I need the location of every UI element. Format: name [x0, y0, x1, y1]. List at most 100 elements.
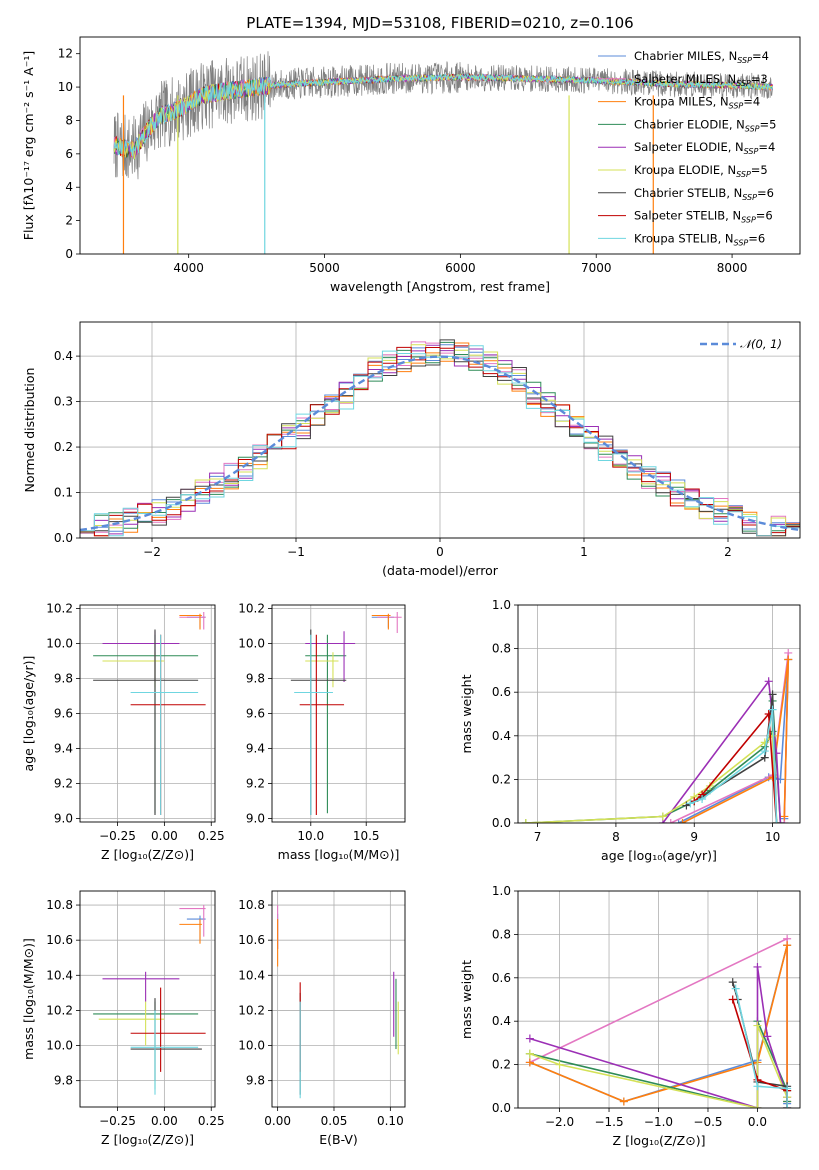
- y-tick-label: 10.0: [46, 637, 73, 651]
- x-tick-label: 9: [690, 830, 698, 844]
- y-tick-label: 0.0: [492, 1101, 511, 1115]
- legend-subscript: SSP: [737, 56, 752, 65]
- weight-marker: [555, 1060, 564, 1069]
- y-tick-label: 4: [65, 180, 73, 194]
- legend-label: Kroupa MILES, N: [634, 95, 729, 109]
- x-tick-label: −2.0: [545, 1115, 574, 1129]
- weight-marker: [678, 819, 687, 823]
- x-axis-label: age [log₁₀(age/yr)]: [601, 848, 717, 863]
- y-tick-label: 9.6: [246, 707, 265, 721]
- y-tick-label: 10: [58, 80, 73, 94]
- legend-value: =5: [751, 163, 768, 177]
- y-tick-label: 9.6: [54, 707, 73, 721]
- y-axis-label: Flux [fλ10⁻¹⁷ erg cm⁻² s⁻¹ A⁻¹]: [21, 51, 36, 240]
- weight-marker: [686, 799, 695, 808]
- x-tick-label: 0.10: [377, 1114, 404, 1128]
- legend-subscript: SSP: [742, 193, 757, 202]
- y-axis-label: mass [log₁₀(M/M⊙)]: [21, 938, 36, 1060]
- x-tick-label: 1: [580, 545, 588, 559]
- x-tick-label: 0: [436, 545, 444, 559]
- x-axis-label: Z [log₁₀(Z/Z⊙)]: [613, 1133, 706, 1148]
- y-tick-label: 0.4: [492, 1014, 511, 1028]
- legend-subscript: SSP: [736, 170, 751, 179]
- model-spectrum-line: [113, 73, 774, 160]
- y-tick-label: 9.2: [54, 777, 73, 791]
- legend-value: =6: [748, 231, 765, 245]
- x-tick-label: 7000: [581, 261, 612, 275]
- x-axis-label: (data-model)/error: [382, 563, 499, 578]
- y-tick-label: 0.4: [492, 729, 511, 743]
- legend-label: Chabrier ELODIE, N: [634, 117, 745, 131]
- axes-frame: [79, 604, 216, 823]
- axes-frame: [517, 604, 801, 824]
- legend-entry: Chabrier ELODIE, NSSP=5: [634, 117, 776, 133]
- figure-title: PLATE=1394, MJD=53108, FIBERID=0210, z=0…: [246, 14, 633, 32]
- weight-marker: [525, 1034, 534, 1043]
- legend-subscript: SSP: [745, 124, 760, 133]
- observed-spectrum-line: [113, 51, 773, 180]
- legend-label: Salpeter STELIB, N: [634, 209, 741, 223]
- legend-value: =5: [760, 117, 777, 131]
- legend-entry: Chabrier STELIB, NSSP=6: [634, 186, 774, 202]
- x-tick-label: 8000: [717, 261, 748, 275]
- weight-marker: [764, 677, 773, 686]
- y-tick-label: 9.4: [54, 742, 73, 756]
- legend-subscript: SSP: [741, 216, 756, 225]
- y-tick-label: 10.6: [46, 933, 73, 947]
- weight-marker: [783, 941, 792, 950]
- x-tick-label: 0.25: [198, 1114, 225, 1128]
- legend-subscript: SSP: [736, 79, 751, 88]
- y-tick-label: 0.6: [492, 971, 511, 985]
- y-tick-label: 10.4: [238, 968, 265, 982]
- y-tick-label: 10.4: [46, 968, 73, 982]
- y-tick-label: 9.8: [246, 672, 265, 686]
- y-tick-label: 9.0: [246, 812, 265, 826]
- legend-value: =4: [752, 49, 769, 63]
- weight-marker: [763, 1032, 772, 1041]
- x-tick-label: 2: [724, 545, 732, 559]
- y-tick-label: 10.2: [238, 602, 265, 616]
- y-tick-label: 0: [65, 247, 73, 261]
- x-tick-label: 0.00: [264, 1114, 291, 1128]
- legend-subscript: SSP: [729, 102, 744, 111]
- y-axis-label: age [log₁₀(age/yr)]: [21, 656, 36, 772]
- weight-marker: [753, 1082, 762, 1091]
- axes-frame: [517, 890, 801, 1109]
- y-tick-label: 1.0: [492, 884, 511, 898]
- y-tick-label: 10.8: [238, 898, 265, 912]
- y-tick-label: 10.0: [238, 1039, 265, 1053]
- weight-marker: [666, 819, 675, 823]
- plot-area-weight-Z: [525, 934, 792, 1108]
- legend-label: Kroupa STELIB, N: [634, 231, 734, 245]
- y-tick-label: 9.8: [246, 1074, 265, 1088]
- y-tick-label: 0.4: [54, 349, 73, 363]
- x-axis-label: Z [log₁₀(Z/Z⊙)]: [101, 1132, 194, 1147]
- axes-frame: [79, 321, 801, 539]
- legend-entry: Kroupa ELODIE, NSSP=5: [634, 163, 768, 179]
- x-tick-label: 4000: [173, 261, 204, 275]
- plot-area-mass-EBV: [277, 905, 399, 1099]
- x-tick-label: 10.0: [297, 829, 324, 843]
- axes-residuals: −2 −1 0 1 2 0.0 0.1 0.2 0.3 0.4 (data-model)/error…: [22, 321, 801, 578]
- legend-label: Salpeter MILES, N: [634, 72, 736, 86]
- weight-series-line: [525, 700, 782, 823]
- x-tick-label: 0.25: [198, 829, 225, 843]
- weight-marker: [772, 819, 781, 823]
- axes-mass-EBV: 0.00 0.05 0.10 9.8 10.0 10.2 10.4 10.6 10.8 E(B-V…: [238, 890, 406, 1147]
- legend-subscript: SSP: [744, 147, 759, 156]
- histogram-step-line: [80, 345, 800, 537]
- legend-value: =4: [743, 95, 760, 109]
- weight-marker: [783, 1104, 792, 1108]
- plot-area-weight-age: [521, 648, 793, 823]
- y-tick-label: 10.0: [238, 637, 265, 651]
- y-tick-label: 10.6: [238, 933, 265, 947]
- weight-marker: [525, 1058, 534, 1067]
- weight-marker: [525, 1049, 534, 1058]
- y-tick-label: 9.2: [246, 777, 265, 791]
- legend-value: =4: [758, 140, 775, 154]
- x-tick-label: 5000: [309, 261, 340, 275]
- legend-label: Salpeter ELODIE, N: [634, 140, 744, 154]
- x-tick-label: 7: [534, 830, 542, 844]
- model-spectrum-line: [113, 73, 774, 157]
- legend-value: =3: [751, 72, 768, 86]
